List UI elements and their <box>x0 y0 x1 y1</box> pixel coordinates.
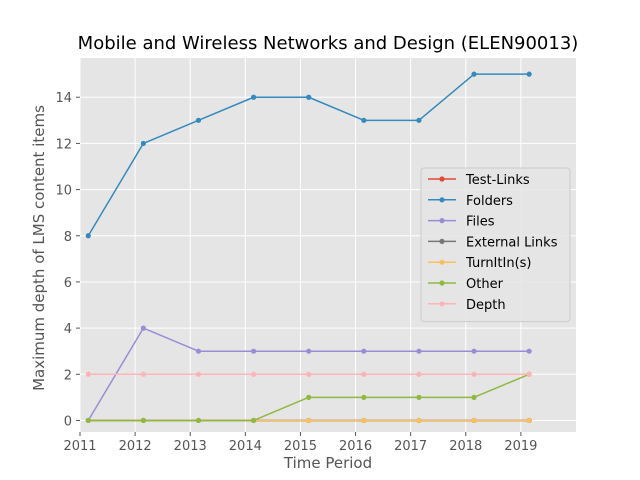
x-axis-label: Time Period <box>283 454 372 472</box>
data-point-folders <box>195 117 202 123</box>
data-point-folders <box>251 94 257 100</box>
legend-box <box>420 167 571 323</box>
data-point-other <box>416 394 422 400</box>
data-point-depth <box>471 371 477 377</box>
legend-marker <box>439 218 445 224</box>
legend-marker <box>439 238 445 244</box>
legend-label: TurnItIn(s) <box>465 256 531 271</box>
x-tick-label: 2019 <box>504 439 537 454</box>
data-point-files <box>361 348 367 354</box>
series-folders <box>85 71 532 239</box>
x-tick-label: 2017 <box>394 439 427 454</box>
data-point-depth <box>361 371 367 377</box>
y-tick-label: 6 <box>64 276 72 291</box>
x-tick-label: 2014 <box>229 439 262 454</box>
y-tick-label: 4 <box>64 322 72 337</box>
y-tick-label: 12 <box>55 137 72 152</box>
data-point-depth <box>251 371 257 377</box>
data-point-other <box>140 417 146 424</box>
y-axis-label: Maximum depth of LMS content items <box>30 105 48 391</box>
data-point-folders <box>361 117 367 123</box>
x-tick-label: 2011 <box>63 439 96 454</box>
data-point-other <box>361 394 367 400</box>
data-point-folders <box>306 94 312 100</box>
x-tick-label: 2012 <box>119 439 152 454</box>
data-point-depth <box>416 371 422 377</box>
legend-item-test-links: Test-Links <box>428 173 530 188</box>
legend-marker <box>439 176 445 182</box>
data-point-other <box>251 417 257 424</box>
legend-label: Folders <box>466 194 513 209</box>
y-tick-label: 2 <box>64 368 72 383</box>
y-tick-label: 10 <box>55 184 72 199</box>
y-axis: 0 2 4 6 8 10 12 14 <box>55 91 80 429</box>
data-point-depth <box>195 371 202 377</box>
data-point-folders <box>471 71 477 77</box>
data-point-files <box>195 348 202 354</box>
legend-item-folders: Folders <box>428 194 513 209</box>
legend-item-other: Other <box>428 277 504 292</box>
legend-label: Depth <box>466 298 506 313</box>
data-point-turnitin-s <box>526 417 532 424</box>
data-point-depth <box>85 371 91 377</box>
data-point-depth <box>306 371 312 377</box>
x-tick-label: 2013 <box>174 439 207 454</box>
x-tick-label: 2016 <box>339 439 372 454</box>
legend-item-turnitin-s: TurnItIn(s) <box>428 256 531 271</box>
x-tick-label: 2018 <box>449 439 482 454</box>
legend-item-external-links: External Links <box>428 235 558 250</box>
series-depth <box>85 371 532 377</box>
data-point-files <box>251 348 257 354</box>
data-point-turnitin-s <box>361 417 367 424</box>
data-point-depth <box>526 371 532 377</box>
data-point-files <box>416 348 422 354</box>
data-point-files <box>140 325 146 331</box>
data-point-other <box>471 394 477 400</box>
legend: Test-Links Folders Files External Links Turn… <box>420 167 571 323</box>
chart-title: Mobile and Wireless Networks and Design … <box>78 33 579 54</box>
legend-marker <box>439 301 445 307</box>
data-point-turnitin-s <box>471 417 477 424</box>
x-tick-label: 2015 <box>284 439 317 454</box>
legend-marker <box>439 280 445 286</box>
legend-marker <box>439 259 445 265</box>
legend-item-depth: Depth <box>428 298 506 313</box>
legend-item-files: Files <box>428 215 495 230</box>
data-point-turnitin-s <box>416 417 422 424</box>
data-point-other <box>306 394 312 400</box>
x-axis: 2011 2012 2013 2014 2015 2016 2017 2018 2019 <box>63 432 537 454</box>
legend-label: Other <box>466 277 504 292</box>
series-layer <box>85 71 532 424</box>
data-point-turnitin-s <box>306 417 312 424</box>
y-tick-label: 0 <box>64 414 72 429</box>
y-tick-label: 8 <box>64 230 72 245</box>
data-point-other <box>195 417 202 424</box>
data-point-other <box>85 417 91 424</box>
data-point-folders <box>140 140 146 147</box>
data-point-folders <box>526 71 532 77</box>
legend-marker <box>439 197 445 203</box>
data-point-files <box>306 348 312 354</box>
data-point-depth <box>140 371 146 377</box>
legend-label: Files <box>466 215 495 230</box>
data-point-folders <box>416 117 422 123</box>
data-point-folders <box>85 233 91 239</box>
data-point-files <box>526 348 532 354</box>
legend-label: Test-Links <box>465 173 530 188</box>
data-point-files <box>471 348 477 354</box>
legend-label: External Links <box>466 235 558 250</box>
y-tick-label: 14 <box>55 91 72 106</box>
